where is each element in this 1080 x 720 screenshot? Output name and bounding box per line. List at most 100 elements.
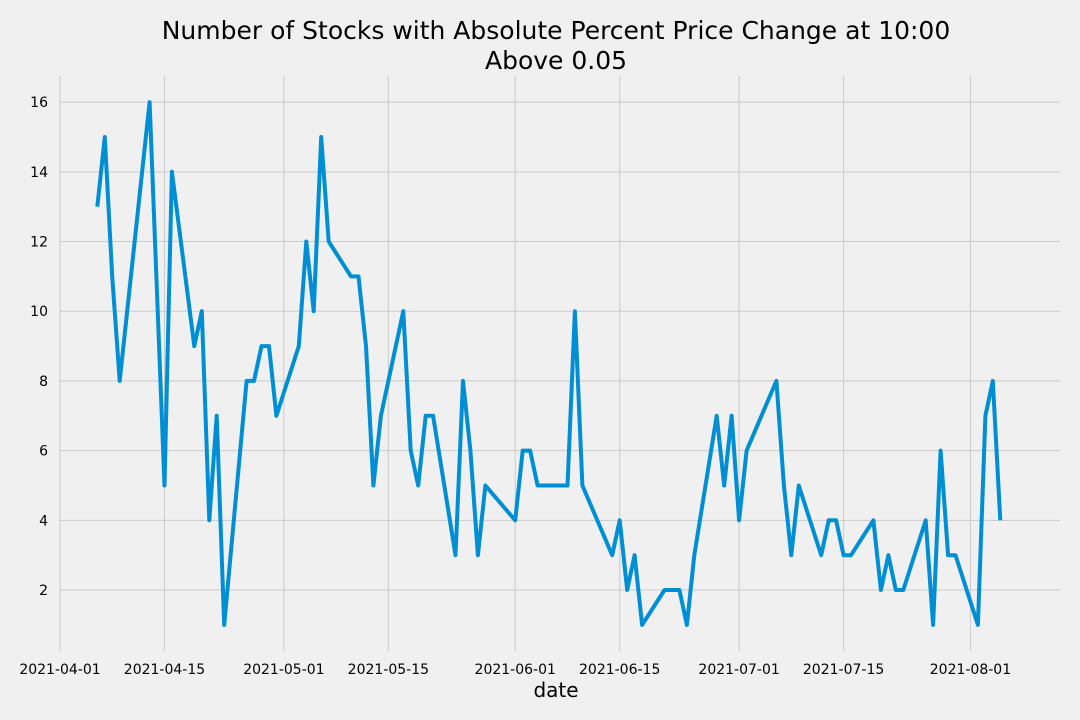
data-point — [416, 484, 420, 488]
chart-title-line2: Above 0.05 — [485, 46, 627, 75]
data-point — [789, 553, 793, 557]
data-point — [782, 484, 786, 488]
data-point — [513, 518, 517, 522]
y-tick-label: 8 — [39, 374, 48, 390]
data-point — [745, 449, 749, 453]
data-point — [901, 588, 905, 592]
data-point — [722, 484, 726, 488]
data-point — [148, 100, 152, 104]
y-tick-label: 6 — [39, 444, 48, 460]
chart-title: Number of Stocks with Absolute Percent P… — [162, 16, 951, 75]
data-point — [304, 240, 308, 244]
data-point — [379, 414, 383, 418]
data-point — [663, 588, 667, 592]
y-tick-label: 12 — [30, 235, 48, 251]
y-tick-label: 10 — [30, 304, 48, 320]
x-tick-label: 2021-05-01 — [243, 662, 324, 678]
data-point — [536, 484, 540, 488]
data-point — [192, 344, 196, 348]
data-point — [924, 518, 928, 522]
y-axis: 2 4 6 8 10 12 14 16 — [30, 95, 48, 599]
data-point — [245, 379, 249, 383]
data-point — [371, 484, 375, 488]
data-point — [730, 414, 734, 418]
data-point — [819, 553, 823, 557]
data-point — [110, 274, 114, 278]
data-point — [946, 553, 950, 557]
data-point — [424, 414, 428, 418]
data-point — [163, 484, 167, 488]
data-point — [319, 135, 323, 139]
y-tick-label: 14 — [30, 165, 48, 181]
data-point — [468, 449, 472, 453]
data-point — [566, 484, 570, 488]
data-point — [685, 623, 689, 627]
data-point — [401, 309, 405, 313]
x-tick-label: 2021-06-01 — [475, 662, 556, 678]
data-point — [842, 553, 846, 557]
data-point — [207, 518, 211, 522]
data-point — [297, 344, 301, 348]
data-point — [476, 553, 480, 557]
data-point — [454, 553, 458, 557]
data-point — [580, 484, 584, 488]
x-tick-label: 2021-05-15 — [348, 662, 429, 678]
y-gridlines — [60, 101, 1060, 591]
x-tick-label: 2021-07-15 — [803, 662, 884, 678]
x-tick-label: 2021-04-15 — [124, 662, 205, 678]
chart-title-line1: Number of Stocks with Absolute Percent P… — [162, 16, 951, 45]
data-point — [610, 553, 614, 557]
x-tick-label: 2021-04-01 — [19, 662, 100, 678]
data-point — [991, 379, 995, 383]
data-point — [670, 588, 674, 592]
y-tick-label: 2 — [39, 583, 48, 599]
data-point — [827, 518, 831, 522]
data-point — [931, 623, 935, 627]
x-tick-label: 2021-07-01 — [698, 662, 779, 678]
data-point — [834, 518, 838, 522]
data-point — [849, 553, 853, 557]
data-point — [633, 553, 637, 557]
x-axis: 2021-04-01 2021-04-15 2021-05-01 2021-05-15… — [19, 662, 1011, 678]
data-point — [797, 484, 801, 488]
data-point — [871, 518, 875, 522]
data-point — [483, 484, 487, 488]
data-point — [252, 379, 256, 383]
data-point — [327, 240, 331, 244]
data-point — [625, 588, 629, 592]
data-point — [349, 274, 353, 278]
data-point — [677, 588, 681, 592]
data-point — [222, 623, 226, 627]
x-tick-label: 2021-06-15 — [579, 662, 660, 678]
data-point — [640, 623, 644, 627]
data-point — [692, 553, 696, 557]
data-point — [312, 309, 316, 313]
data-point — [274, 414, 278, 418]
data-point — [737, 518, 741, 522]
data-point — [774, 379, 778, 383]
series-line — [95, 100, 1003, 627]
data-point — [894, 588, 898, 592]
data-point — [170, 170, 174, 174]
data-point — [215, 414, 219, 418]
data-point — [267, 344, 271, 348]
data-point — [364, 344, 368, 348]
data-point — [95, 205, 99, 209]
data-point — [200, 309, 204, 313]
data-point — [558, 484, 562, 488]
data-point — [618, 518, 622, 522]
data-point — [998, 518, 1002, 522]
data-point — [939, 449, 943, 453]
data-point — [409, 449, 413, 453]
data-point — [528, 449, 532, 453]
data-point — [103, 135, 107, 139]
data-point — [983, 414, 987, 418]
data-point — [521, 449, 525, 453]
data-point — [976, 623, 980, 627]
data-point — [431, 414, 435, 418]
data-point — [954, 553, 958, 557]
data-point — [461, 379, 465, 383]
plot-area — [59, 76, 1060, 651]
data-point — [573, 309, 577, 313]
